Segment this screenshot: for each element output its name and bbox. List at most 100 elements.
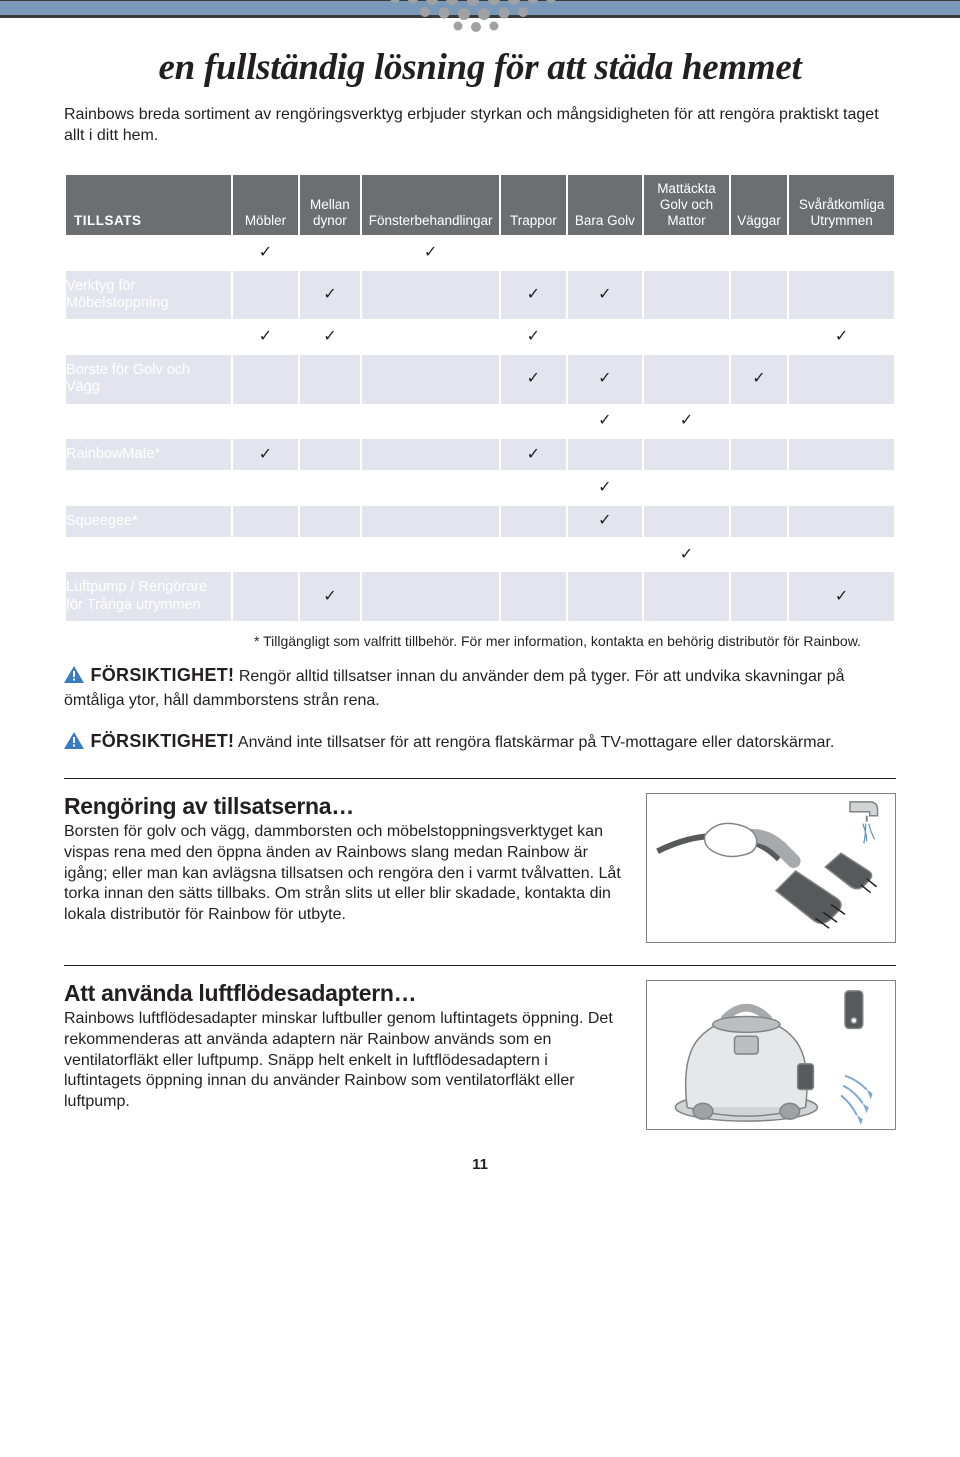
table-row-label: Luftpump / Rengörare för Trånga utrymmen (66, 572, 231, 621)
table-cell (644, 355, 729, 404)
table-row-label: Verktyg för Skrevor (66, 321, 231, 352)
header-accent-bar (0, 0, 960, 18)
table-cell (501, 539, 565, 570)
table-cell (731, 237, 787, 268)
table-cell: ✓ (501, 321, 565, 352)
divider (64, 778, 896, 779)
warning-icon (64, 732, 84, 756)
table-cell (300, 539, 360, 570)
table-cell (362, 271, 499, 320)
table-header-label: TILLSATS (66, 175, 231, 236)
table-cell: ✓ (501, 271, 565, 320)
table-row-label: Power Nozzle* (66, 406, 231, 437)
table-column-header: Mellandynor (300, 175, 360, 236)
section-2-body: Rainbows luftflödesadapter minskar luftb… (64, 1009, 628, 1113)
table-cell (789, 472, 894, 503)
table-cell (300, 355, 360, 404)
table-cell (362, 506, 499, 537)
table-row-label: RainJet* (66, 472, 231, 503)
page-number: 11 (64, 1156, 896, 1173)
table-cell (731, 472, 787, 503)
table-cell (362, 572, 499, 621)
table-cell (568, 321, 643, 352)
table-cell (568, 439, 643, 470)
table-cell (789, 406, 894, 437)
table-cell (501, 472, 565, 503)
table-cell (568, 572, 643, 621)
caution-2: FÖRSIKTIGHET! Använd inte tillsatser för… (64, 729, 896, 756)
table-cell (789, 237, 894, 268)
table-cell: ✓ (568, 355, 643, 404)
table-cell: ✓ (233, 439, 297, 470)
table-cell: ✓ (300, 572, 360, 621)
table-cell (362, 472, 499, 503)
table-cell (300, 237, 360, 268)
table-cell (233, 271, 297, 320)
table-cell (362, 355, 499, 404)
table-cell (362, 439, 499, 470)
table-cell (789, 355, 894, 404)
table-column-header: Trappor (501, 175, 565, 236)
table-cell: ✓ (362, 237, 499, 268)
table-cell: ✓ (300, 321, 360, 352)
section-cleaning-attachments: Rengöring av tillsatserna… Borsten för g… (64, 793, 896, 943)
caution-1: FÖRSIKTIGHET! Rengör alltid tillsatser i… (64, 663, 896, 711)
table-cell: ✓ (731, 355, 787, 404)
table-row-label: Rexafoamer* (66, 539, 231, 570)
table-cell: ✓ (233, 321, 297, 352)
table-cell (731, 321, 787, 352)
table-cell: ✓ (300, 271, 360, 320)
table-cell (789, 539, 894, 570)
table-cell (300, 472, 360, 503)
table-row-label: RainbowMate* (66, 439, 231, 470)
illustration-cleaning (646, 793, 896, 943)
page-content: en fullständig lösning för att städa hem… (0, 18, 960, 1203)
warning-icon (64, 666, 84, 690)
table-cell (731, 406, 787, 437)
table-cell: ✓ (233, 237, 297, 268)
table-cell (362, 539, 499, 570)
table-cell (644, 472, 729, 503)
table-cell (644, 237, 729, 268)
table-cell: ✓ (789, 321, 894, 352)
table-row-label: Dammborste (66, 237, 231, 268)
table-cell (501, 406, 565, 437)
table-cell: ✓ (644, 539, 729, 570)
table-column-header: Möbler (233, 175, 297, 236)
table-cell (233, 472, 297, 503)
section-1-heading: Rengöring av tillsatserna… (64, 793, 628, 820)
table-cell (233, 539, 297, 570)
divider (64, 965, 896, 966)
table-row-label: Squeegee* (66, 506, 231, 537)
table-column-header: SvåråtkomligaUtrymmen (789, 175, 894, 236)
table-cell (568, 539, 643, 570)
illustration-airflow-adapter (646, 980, 896, 1130)
table-cell (644, 321, 729, 352)
table-column-header: Väggar (731, 175, 787, 236)
table-cell (644, 271, 729, 320)
table-cell (233, 355, 297, 404)
section-2-heading: Att använda luftflödesadaptern… (64, 980, 628, 1007)
table-cell (731, 539, 787, 570)
table-cell: ✓ (568, 472, 643, 503)
table-column-header: Fönsterbehandlingar (362, 175, 499, 236)
table-cell (644, 506, 729, 537)
attachments-matrix-table: TILLSATSMöblerMellandynorFönsterbehandli… (64, 173, 896, 624)
table-cell (233, 406, 297, 437)
table-row-label: Borste för Golv och Vägg (66, 355, 231, 404)
table-column-header: MattäcktaGolv ochMattor (644, 175, 729, 236)
table-cell: ✓ (501, 355, 565, 404)
table-cell (233, 572, 297, 621)
table-cell (300, 506, 360, 537)
table-cell: ✓ (644, 406, 729, 437)
table-cell (644, 439, 729, 470)
table-cell (362, 406, 499, 437)
table-cell (501, 572, 565, 621)
caution-2-text: Använd inte tillsatser för att rengöra f… (238, 734, 834, 751)
table-footnote: * Tillgängligt som valfritt tillbehör. F… (254, 633, 896, 649)
table-cell (789, 439, 894, 470)
table-cell (644, 572, 729, 621)
table-column-header: Bara Golv (568, 175, 643, 236)
table-cell (731, 271, 787, 320)
table-cell (501, 506, 565, 537)
